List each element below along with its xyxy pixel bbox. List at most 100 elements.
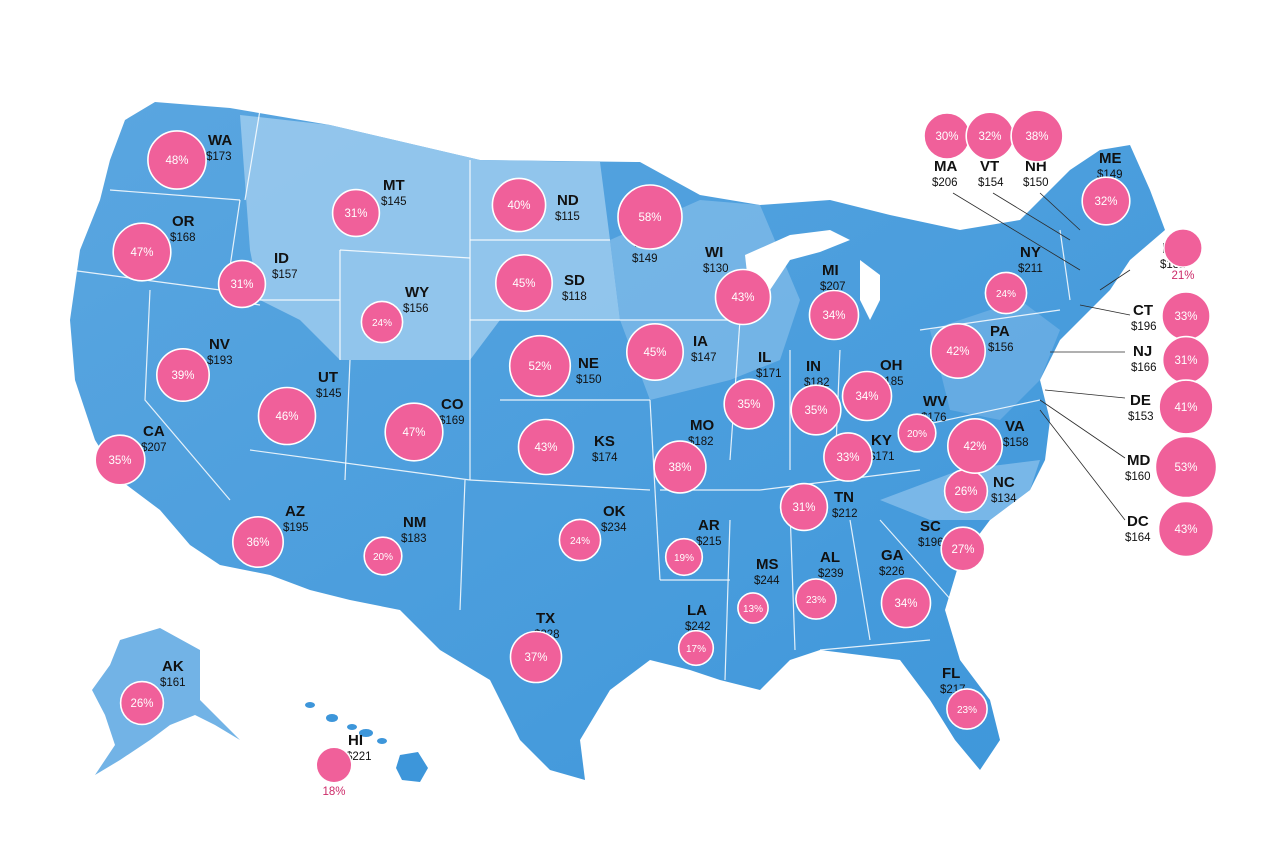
pct-bubble-id: [217, 259, 267, 309]
state-value-az: $195: [283, 522, 309, 534]
pct-label-wy: 24%: [372, 318, 392, 329]
pct-bubble-sd: [494, 254, 553, 313]
state-value-sd: $118: [562, 291, 587, 303]
pct-bubble-nv: [156, 347, 211, 402]
pct-bubble-nd: [491, 177, 547, 233]
pct-label-md: 53%: [1174, 462, 1197, 474]
pct-label-ar: 19%: [674, 553, 694, 564]
pct-bubble-tx: [509, 630, 563, 684]
pct-bubble-md: [1154, 435, 1218, 499]
pct-bubble-ak: [119, 680, 165, 726]
pct-label-ny: 24%: [996, 289, 1016, 300]
pct-label-nm: 20%: [373, 552, 393, 563]
state-value-ky: $171: [869, 451, 895, 463]
pct-bubble-va: [946, 417, 1003, 474]
state-code-ma: MA: [934, 158, 957, 175]
pct-label-la: 17%: [686, 644, 706, 655]
state-value-ca: $207: [141, 442, 167, 454]
state-value-ma: $206: [932, 177, 958, 189]
state-code-ia: IA: [693, 333, 708, 350]
state-code-pa: PA: [990, 323, 1010, 340]
state-code-ct: CT: [1133, 302, 1153, 319]
state-value-nj: $166: [1131, 362, 1157, 374]
state-value-nm: $183: [401, 533, 427, 545]
state-value-sc: $196: [918, 537, 944, 549]
state-value-nc: $134: [991, 493, 1017, 505]
state-code-ks: KS: [594, 433, 615, 450]
pct-bubble-al: [795, 578, 837, 620]
state-value-ct: $196: [1131, 321, 1157, 333]
pct-bubble-dc: [1157, 500, 1215, 558]
pct-label-ky: 33%: [836, 452, 859, 464]
state-code-ut: UT: [318, 369, 338, 386]
pct-bubble-de: [1158, 379, 1214, 435]
pct-label-ms: 13%: [743, 604, 763, 615]
state-code-or: OR: [172, 213, 195, 230]
state-value-dc: $164: [1125, 532, 1151, 544]
pct-bubble-mo: [653, 440, 707, 494]
state-value-co: $169: [439, 415, 465, 427]
state-value-de: $153: [1128, 411, 1154, 423]
state-code-va: VA: [1005, 418, 1025, 435]
state-value-ok: $234: [601, 522, 627, 534]
pct-bubble-in: [790, 384, 842, 436]
pct-label-mt: 31%: [344, 208, 367, 220]
state-code-wa: WA: [208, 132, 232, 149]
state-code-tn: TN: [834, 489, 854, 506]
state-code-la: LA: [687, 602, 707, 619]
pct-label-tx: 37%: [524, 652, 547, 664]
state-value-hi: $221: [346, 751, 372, 763]
pct-label-or: 47%: [130, 247, 153, 259]
state-code-al: AL: [820, 549, 840, 566]
pct-bubble-wi: [714, 268, 772, 326]
pct-bubble-il: [723, 378, 775, 430]
state-code-nj: NJ: [1133, 343, 1152, 360]
state-code-de: DE: [1130, 392, 1151, 409]
pct-bubble-mt: [331, 188, 381, 238]
pct-label-ok: 24%: [570, 536, 590, 547]
state-value-mi: $207: [820, 281, 846, 293]
state-code-az: AZ: [285, 503, 305, 520]
pct-label-mn: 58%: [638, 212, 661, 224]
state-value-ne: $150: [576, 374, 602, 386]
lake-huron-shape: [860, 260, 880, 320]
state-value-ms: $244: [754, 575, 780, 587]
state-value-ar: $215: [696, 536, 722, 548]
state-code-md: MD: [1127, 452, 1150, 469]
state-value-pa: $156: [988, 342, 1014, 354]
pct-bubble-az: [232, 515, 285, 568]
great-lakes-shape: [745, 230, 850, 320]
pct-label-oh: 34%: [855, 391, 878, 403]
pct-bubble-wa: [147, 130, 207, 190]
state-code-id: ID: [274, 250, 289, 267]
state-code-nc: NC: [993, 474, 1015, 491]
state-code-oh: OH: [880, 357, 903, 374]
pct-bubble-ks: [517, 418, 575, 476]
state-value-tn: $212: [832, 508, 858, 520]
state-value-nd: $115: [555, 211, 580, 223]
state-code-dc: DC: [1127, 513, 1149, 530]
pct-bubble-mn: [617, 184, 683, 250]
state-code-co: CO: [441, 396, 464, 413]
pct-label-fl: 23%: [957, 705, 977, 716]
state-value-ut: $145: [316, 388, 342, 400]
pct-bubble-sc: [940, 526, 986, 572]
alaska-shape: [92, 628, 240, 775]
state-value-va: $158: [1003, 437, 1029, 449]
state-value-mn: $149: [632, 253, 658, 265]
pct-label-az: 36%: [246, 537, 269, 549]
pct-label-pa: 42%: [946, 346, 969, 358]
pct-label-wi: 43%: [731, 292, 754, 304]
state-code-sc: SC: [920, 518, 941, 535]
state-code-ny: NY: [1020, 244, 1041, 261]
state-code-ky: KY: [871, 432, 892, 449]
pct-label-in: 35%: [804, 405, 827, 417]
state-code-me: ME: [1099, 150, 1122, 167]
state-value-vt: $154: [978, 177, 1004, 189]
pct-label-nv: 39%: [171, 370, 194, 382]
pct-label-wv: 20%: [907, 429, 927, 440]
pct-label-mi: 34%: [822, 310, 845, 322]
pct-bubble-me: [1081, 176, 1131, 226]
state-value-md: $160: [1125, 471, 1151, 483]
